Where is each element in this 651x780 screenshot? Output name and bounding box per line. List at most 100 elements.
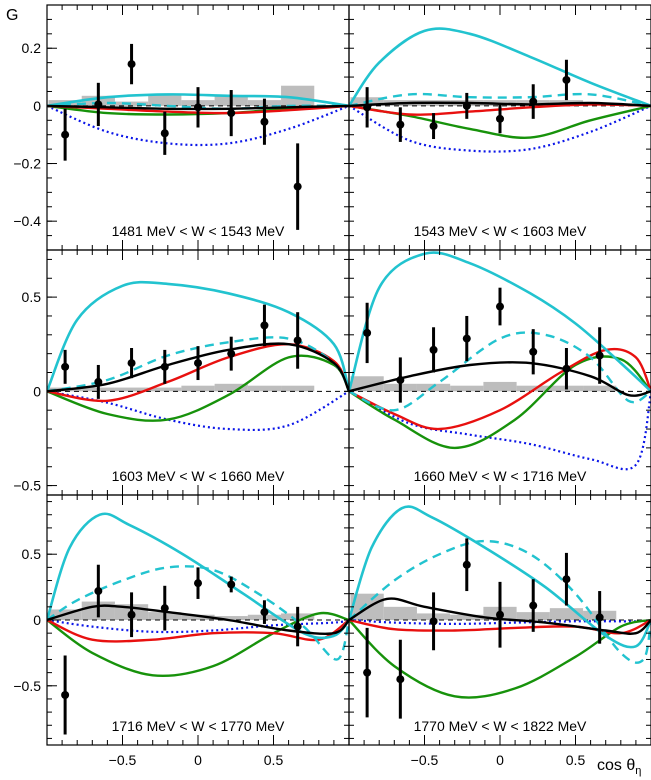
systematic-bar bbox=[181, 614, 215, 620]
x-tick-label: 0 bbox=[496, 752, 504, 768]
data-point bbox=[227, 580, 236, 589]
data-point bbox=[562, 75, 571, 84]
systematic-bar bbox=[549, 608, 584, 620]
systematic-bar bbox=[450, 385, 484, 392]
data-point bbox=[127, 60, 136, 69]
panel-w-range-label: 1543 MeV < W < 1603 MeV bbox=[414, 223, 587, 239]
systematic-bar bbox=[214, 616, 248, 620]
panel-w-range-label: 1770 MeV < W < 1822 MeV bbox=[414, 718, 587, 734]
data-point bbox=[260, 117, 269, 126]
data-point bbox=[94, 100, 103, 109]
panel-plot-area bbox=[47, 280, 349, 432]
model-curve-blue-dotted bbox=[349, 390, 651, 471]
systematic-bar bbox=[383, 606, 417, 620]
panel-2: 1543 MeV < W < 1603 MeV bbox=[348, 4, 651, 251]
panel-6: −0.5 0 0.5 1770 MeV < W < 1822 MeV bbox=[348, 494, 651, 768]
model-curve-cyan-dashed bbox=[349, 92, 651, 108]
systematic-bar bbox=[247, 385, 282, 392]
data-point bbox=[496, 114, 504, 123]
panel-plot-area bbox=[349, 27, 651, 153]
model-curve-cyan bbox=[349, 505, 651, 649]
panel-plot-area bbox=[47, 43, 349, 230]
systematic-bar bbox=[181, 385, 215, 392]
systematic-bar bbox=[483, 381, 517, 392]
x-axis-title-sub: η bbox=[635, 765, 641, 777]
data-point bbox=[462, 101, 471, 110]
data-point bbox=[496, 610, 504, 619]
panel-w-range-label: 1603 MeV < W < 1660 MeV bbox=[112, 468, 285, 484]
data-point bbox=[562, 575, 571, 584]
y-tick-label: 0.5 bbox=[22, 546, 42, 562]
model-curve-cyan bbox=[349, 251, 651, 393]
data-point bbox=[293, 182, 302, 191]
x-tick-label: 0.5 bbox=[264, 752, 284, 768]
data-point bbox=[227, 349, 236, 358]
model-curve-red bbox=[47, 618, 349, 643]
data-point bbox=[127, 610, 136, 619]
model-curve-blue-dotted bbox=[349, 104, 651, 153]
data-point bbox=[429, 122, 438, 131]
data-point bbox=[429, 617, 438, 626]
model-curve-green bbox=[349, 618, 651, 699]
data-point bbox=[293, 622, 302, 631]
y-tick-label: 0.5 bbox=[22, 289, 42, 305]
data-point bbox=[363, 328, 372, 337]
data-point bbox=[160, 604, 169, 613]
systematic-bar bbox=[583, 385, 617, 392]
data-point bbox=[160, 362, 169, 371]
data-point bbox=[94, 587, 103, 596]
panel-5: −0.5 0 0.5 1716 MeV < W < 1770 MeV bbox=[13, 494, 350, 746]
data-point bbox=[127, 359, 136, 368]
systematic-bar bbox=[450, 614, 484, 620]
y-tick-label: −0.5 bbox=[13, 478, 41, 494]
data-point bbox=[595, 351, 604, 360]
panel-w-range-label: 1716 MeV < W < 1770 MeV bbox=[112, 718, 285, 734]
data-point bbox=[363, 668, 372, 677]
model-curve-black bbox=[349, 597, 651, 635]
data-point bbox=[562, 364, 571, 373]
data-point bbox=[529, 347, 538, 356]
model-curve-cyan bbox=[47, 512, 349, 640]
data-point bbox=[363, 103, 372, 112]
model-curve-cyan-dashed bbox=[47, 565, 349, 661]
systematic-bar bbox=[148, 387, 182, 392]
model-curve-blue-dotted bbox=[349, 618, 651, 626]
data-point bbox=[260, 608, 269, 617]
data-point bbox=[396, 376, 405, 385]
model-curve-cyan bbox=[47, 280, 349, 392]
data-point bbox=[194, 359, 202, 368]
y-tick-label: −0.5 bbox=[13, 678, 41, 694]
x-axis-title: cos θη bbox=[597, 757, 641, 777]
data-point bbox=[160, 129, 169, 138]
y-axis-title: G bbox=[6, 7, 18, 24]
y-tick-label: 0 bbox=[33, 98, 41, 114]
data-point bbox=[396, 675, 405, 684]
model-curve-red bbox=[47, 342, 349, 403]
data-point bbox=[462, 334, 471, 343]
y-tick-label: −0.2 bbox=[13, 156, 41, 172]
panel-plot-area bbox=[349, 251, 651, 471]
data-point bbox=[529, 97, 538, 106]
x-tick-label: 0 bbox=[194, 752, 202, 768]
model-curve-blue-dotted bbox=[47, 618, 349, 634]
data-point bbox=[396, 120, 405, 129]
panel-1: −0.4 −0.2 0 0.2 1481 MeV < W < 1543 MeV bbox=[13, 4, 350, 251]
model-curve-green bbox=[47, 611, 349, 678]
model-curve-blue-dotted bbox=[47, 104, 349, 147]
x-tick-label: 0.5 bbox=[566, 752, 586, 768]
panel-w-range-label: 1481 MeV < W < 1543 MeV bbox=[112, 223, 285, 239]
systematic-bar bbox=[281, 385, 315, 392]
systematic-bar bbox=[148, 94, 182, 106]
data-point bbox=[61, 362, 70, 371]
y-tick-label: 0 bbox=[33, 383, 41, 399]
data-point bbox=[595, 613, 604, 622]
y-tick-label: 0 bbox=[33, 612, 41, 628]
panel-frame bbox=[348, 249, 651, 496]
model-curve-black bbox=[47, 342, 349, 393]
y-tick-label: −0.4 bbox=[13, 213, 41, 229]
data-point bbox=[462, 560, 471, 569]
x-tick-label: −0.5 bbox=[411, 752, 439, 768]
model-curve-green bbox=[349, 355, 651, 450]
systematic-bar bbox=[114, 387, 149, 392]
data-point bbox=[496, 302, 504, 311]
